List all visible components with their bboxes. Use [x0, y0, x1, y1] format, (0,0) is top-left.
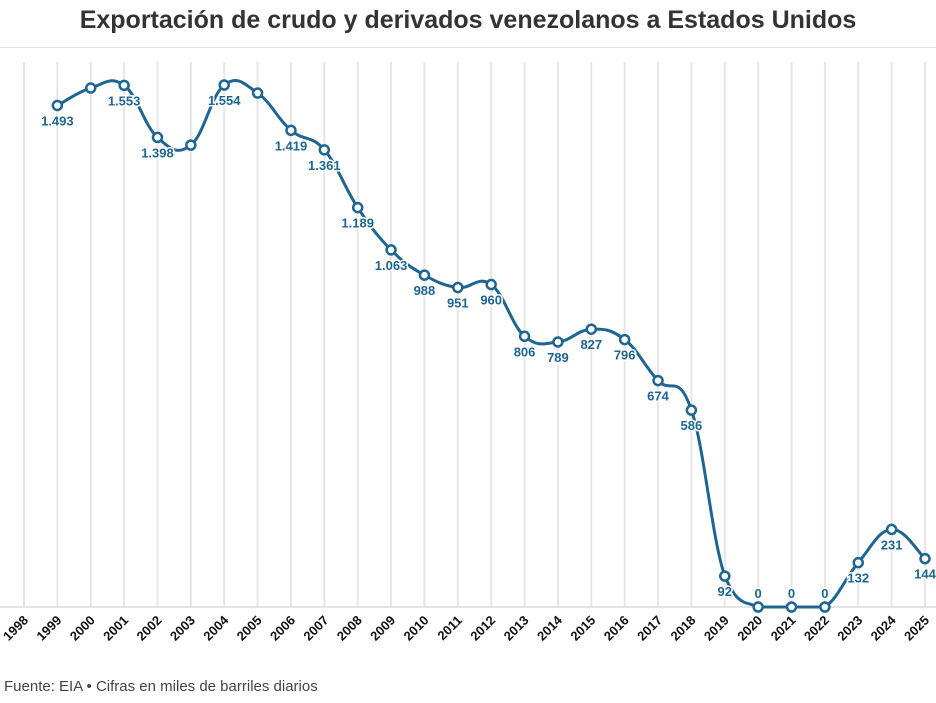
x-tick-label: 2020 — [734, 613, 765, 644]
data-point — [785, 601, 798, 613]
data-point — [552, 336, 564, 348]
data-label: 1.419 — [275, 138, 308, 153]
data-point — [118, 79, 130, 92]
x-tick-label: 1998 — [0, 613, 31, 644]
data-point — [852, 556, 865, 569]
x-tick-label: 2013 — [501, 613, 532, 644]
data-label: 960 — [480, 293, 502, 308]
data-label: 1.361 — [308, 158, 341, 173]
data-point — [351, 201, 364, 214]
data-label: 806 — [514, 344, 536, 359]
series-line — [56, 79, 927, 609]
data-label: 1.553 — [108, 93, 141, 108]
data-label: 1.189 — [341, 216, 374, 231]
data-point — [585, 323, 598, 335]
data-label: 0 — [755, 586, 762, 601]
data-label: 789 — [547, 350, 569, 365]
data-point — [885, 523, 898, 536]
x-tick-label: 2016 — [601, 613, 632, 644]
data-point — [652, 374, 664, 387]
x-tick-label: 2017 — [634, 613, 665, 644]
x-tick-label: 2025 — [901, 613, 932, 644]
x-tick-label: 2024 — [868, 612, 900, 644]
x-tick-label: 2000 — [67, 613, 98, 644]
data-label: 0 — [821, 586, 828, 601]
data-label: 0 — [788, 586, 795, 601]
x-tick-label: 2001 — [100, 613, 131, 644]
data-label: 586 — [681, 418, 703, 433]
data-point — [51, 99, 64, 112]
source-note: Fuente: EIA • Cifras en miles de barrile… — [4, 678, 318, 695]
x-tick-label: 2018 — [667, 613, 698, 644]
data-point — [385, 244, 397, 256]
title-divider — [0, 47, 936, 48]
x-tick-label: 2003 — [167, 613, 198, 644]
x-tick-label: 2023 — [834, 613, 865, 644]
data-label: 1.554 — [208, 93, 241, 108]
x-tick-label: 2004 — [200, 612, 232, 644]
x-tick-label: 2012 — [467, 613, 498, 644]
x-tick-label: 2005 — [234, 613, 265, 644]
data-label: 1.493 — [41, 113, 74, 128]
data-label: 796 — [614, 348, 636, 363]
x-tick-label: 2008 — [334, 613, 365, 644]
data-point — [485, 278, 497, 291]
data-point — [218, 79, 230, 91]
x-tick-label: 2006 — [267, 613, 298, 644]
data-point — [185, 139, 197, 151]
x-tick-label: 2015 — [567, 613, 598, 644]
data-point — [518, 330, 531, 343]
x-tick-label: 2011 — [434, 613, 465, 644]
data-point — [618, 333, 631, 346]
data-label: 674 — [647, 389, 669, 404]
data-point — [318, 144, 331, 156]
data-label: 827 — [580, 337, 602, 352]
data-label: 988 — [414, 283, 436, 298]
x-tick-label: 2019 — [701, 613, 732, 644]
x-tick-label: 2022 — [801, 613, 832, 644]
data-point — [752, 601, 764, 613]
data-label: 1.398 — [141, 145, 174, 160]
data-point — [819, 601, 831, 613]
data-label: 231 — [881, 537, 903, 552]
x-tick-label: 2002 — [134, 613, 165, 644]
data-point — [452, 281, 464, 294]
data-point — [719, 570, 731, 582]
data-label: 144 — [914, 567, 936, 582]
data-label: 92 — [718, 584, 732, 599]
x-tick-label: 2007 — [300, 613, 331, 644]
line-chart: 1998 1999 2000 2001 2002 2003 2004 2005 2006 2007… — [0, 62, 936, 644]
data-point — [418, 269, 431, 281]
x-tick-label: 2009 — [367, 613, 398, 644]
data-point — [151, 131, 164, 144]
data-label: 1.063 — [375, 258, 408, 273]
x-tick-label: 2014 — [534, 612, 566, 644]
x-tick-label: 2021 — [768, 613, 799, 644]
data-label: 132 — [847, 571, 869, 586]
data-point — [919, 552, 931, 565]
data-label: 951 — [447, 296, 469, 311]
chart-title: Exportación de crudo y derivados venezol… — [79, 6, 857, 34]
data-point — [285, 124, 297, 137]
x-tick-label: 2010 — [401, 613, 432, 644]
x-tick-label: 1999 — [33, 613, 64, 644]
data-point — [685, 404, 698, 416]
data-point — [84, 82, 97, 94]
data-point — [251, 87, 264, 99]
